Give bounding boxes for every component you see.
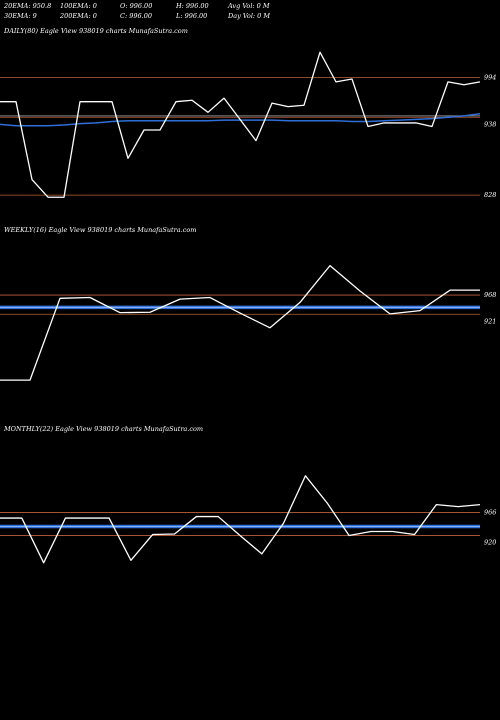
daily-y-tick-label: 938 [484, 120, 496, 128]
monthly-panel-title: MONTHLY(22) Eagle View 938019 charts Mun… [4, 425, 204, 433]
daily-price-line [0, 51, 481, 198]
ema20-label: 20EMA: 950.8 [4, 2, 52, 10]
daily-panel-title: DAILY(80) Eagle View 938019 charts Munaf… [4, 27, 188, 35]
weekly-panel-title: WEEKLY(16) Eagle View 938019 charts Muna… [4, 226, 197, 234]
monthly-y-tick-label: 966 [484, 509, 496, 517]
weekly-y-tick-label: 921 [484, 317, 496, 325]
close-label: C: 996.00 [120, 12, 152, 20]
ema30-label: 30EMA: 9 [4, 12, 37, 20]
daily-y-tick-label: 994 [484, 74, 496, 82]
low-label: L: 996.00 [176, 12, 208, 20]
monthly-price-line [0, 475, 481, 564]
open-label: O: 996.00 [120, 2, 153, 10]
weekly-y-tick-label: 968 [484, 291, 496, 299]
day-vol-label: Day Vol: 0 M [228, 12, 271, 20]
avg-vol-label: Avg Vol: 0 M [228, 2, 270, 10]
high-label: H: 996.00 [176, 2, 209, 10]
daily-y-tick-label: 828 [484, 191, 496, 199]
weekly-price-line [0, 264, 480, 381]
ema100-label: 100EMA: 0 [60, 2, 97, 10]
ema200-label: 200EMA: 0 [60, 12, 97, 20]
monthly-y-tick-label: 920 [484, 538, 496, 546]
